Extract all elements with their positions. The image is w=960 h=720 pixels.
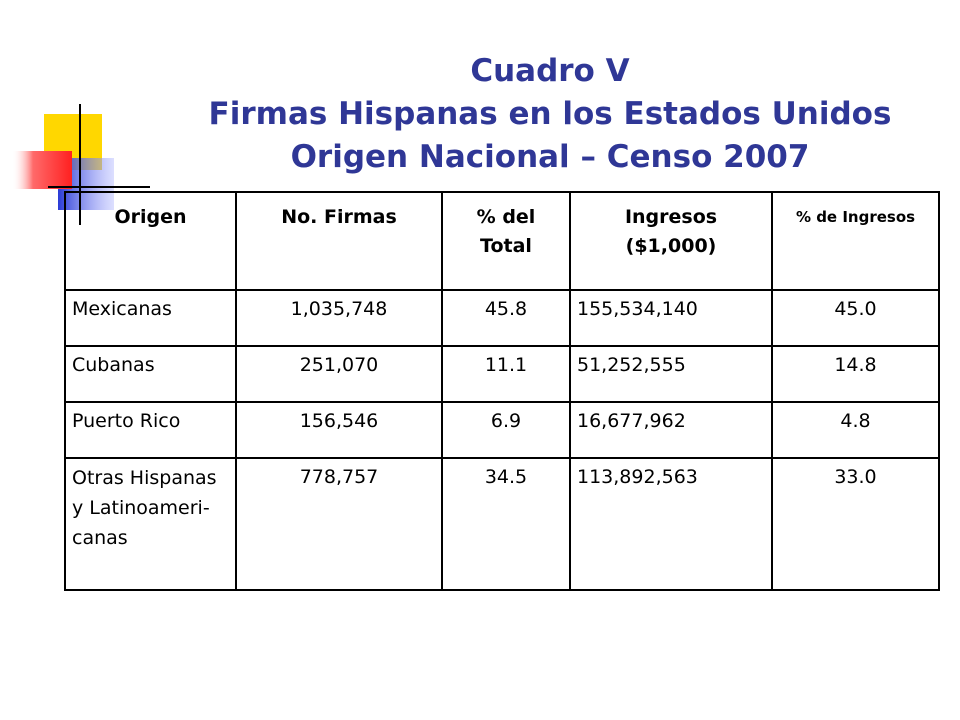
cell-pct-ingresos: 14.8 [771,345,940,403]
cell-ingresos: 155,534,140 [569,289,773,347]
cell-no-firmas: 1,035,748 [235,289,443,347]
cell-pct-ingresos: 45.0 [771,289,940,347]
slide-title: Cuadro V Firmas Hispanas en los Estados … [150,50,950,179]
header-origen: Origen [64,191,237,291]
cell-origen: Mexicanas [64,289,237,347]
title-line-2: Firmas Hispanas en los Estados Unidos [208,96,892,132]
table-row: Puerto Rico 156,546 6.9 16,677,962 4.8 [64,401,940,459]
cell-pct-total: 34.5 [441,457,571,591]
title-line-3: Origen Nacional – Censo 2007 [290,139,810,175]
table-row: Otras Hispanas y Latinoameri-canas 778,7… [64,457,940,591]
cell-ingresos: 16,677,962 [569,401,773,459]
cell-pct-ingresos: 33.0 [771,457,940,591]
table-row: Cubanas 251,070 11.1 51,252,555 14.8 [64,345,940,403]
corner-decoration [12,104,150,225]
title-line-1: Cuadro V [470,53,630,89]
header-no-firmas: No. Firmas [235,191,443,291]
cell-origen: Otras Hispanas y Latinoameri-canas [64,457,237,591]
cell-pct-ingresos: 4.8 [771,401,940,459]
header-pct-total: % del Total [441,191,571,291]
hispanic-firms-table: Origen No. Firmas % del Total Ingresos (… [64,191,940,591]
cell-ingresos: 113,892,563 [569,457,773,591]
cell-origen: Cubanas [64,345,237,403]
cell-no-firmas: 778,757 [235,457,443,591]
red-square [12,151,72,189]
cell-pct-total: 45.8 [441,289,571,347]
cell-no-firmas: 251,070 [235,345,443,403]
cell-origen: Puerto Rico [64,401,237,459]
cell-pct-total: 11.1 [441,345,571,403]
cell-no-firmas: 156,546 [235,401,443,459]
header-pct-ingresos: % de Ingresos [771,191,940,291]
cell-pct-total: 6.9 [441,401,571,459]
table-row: Mexicanas 1,035,748 45.8 155,534,140 45.… [64,289,940,347]
cell-ingresos: 51,252,555 [569,345,773,403]
header-ingresos: Ingresos ($1,000) [569,191,773,291]
table-header-row: Origen No. Firmas % del Total Ingresos (… [64,191,940,291]
